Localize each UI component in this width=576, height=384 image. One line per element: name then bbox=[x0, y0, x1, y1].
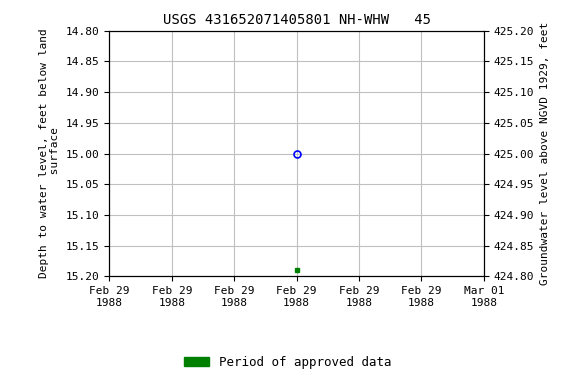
Y-axis label: Groundwater level above NGVD 1929, feet: Groundwater level above NGVD 1929, feet bbox=[540, 22, 550, 285]
Y-axis label: Depth to water level, feet below land
 surface: Depth to water level, feet below land su… bbox=[39, 29, 60, 278]
Title: USGS 431652071405801 NH-WHW   45: USGS 431652071405801 NH-WHW 45 bbox=[162, 13, 431, 27]
Legend: Period of approved data: Period of approved data bbox=[179, 351, 397, 374]
